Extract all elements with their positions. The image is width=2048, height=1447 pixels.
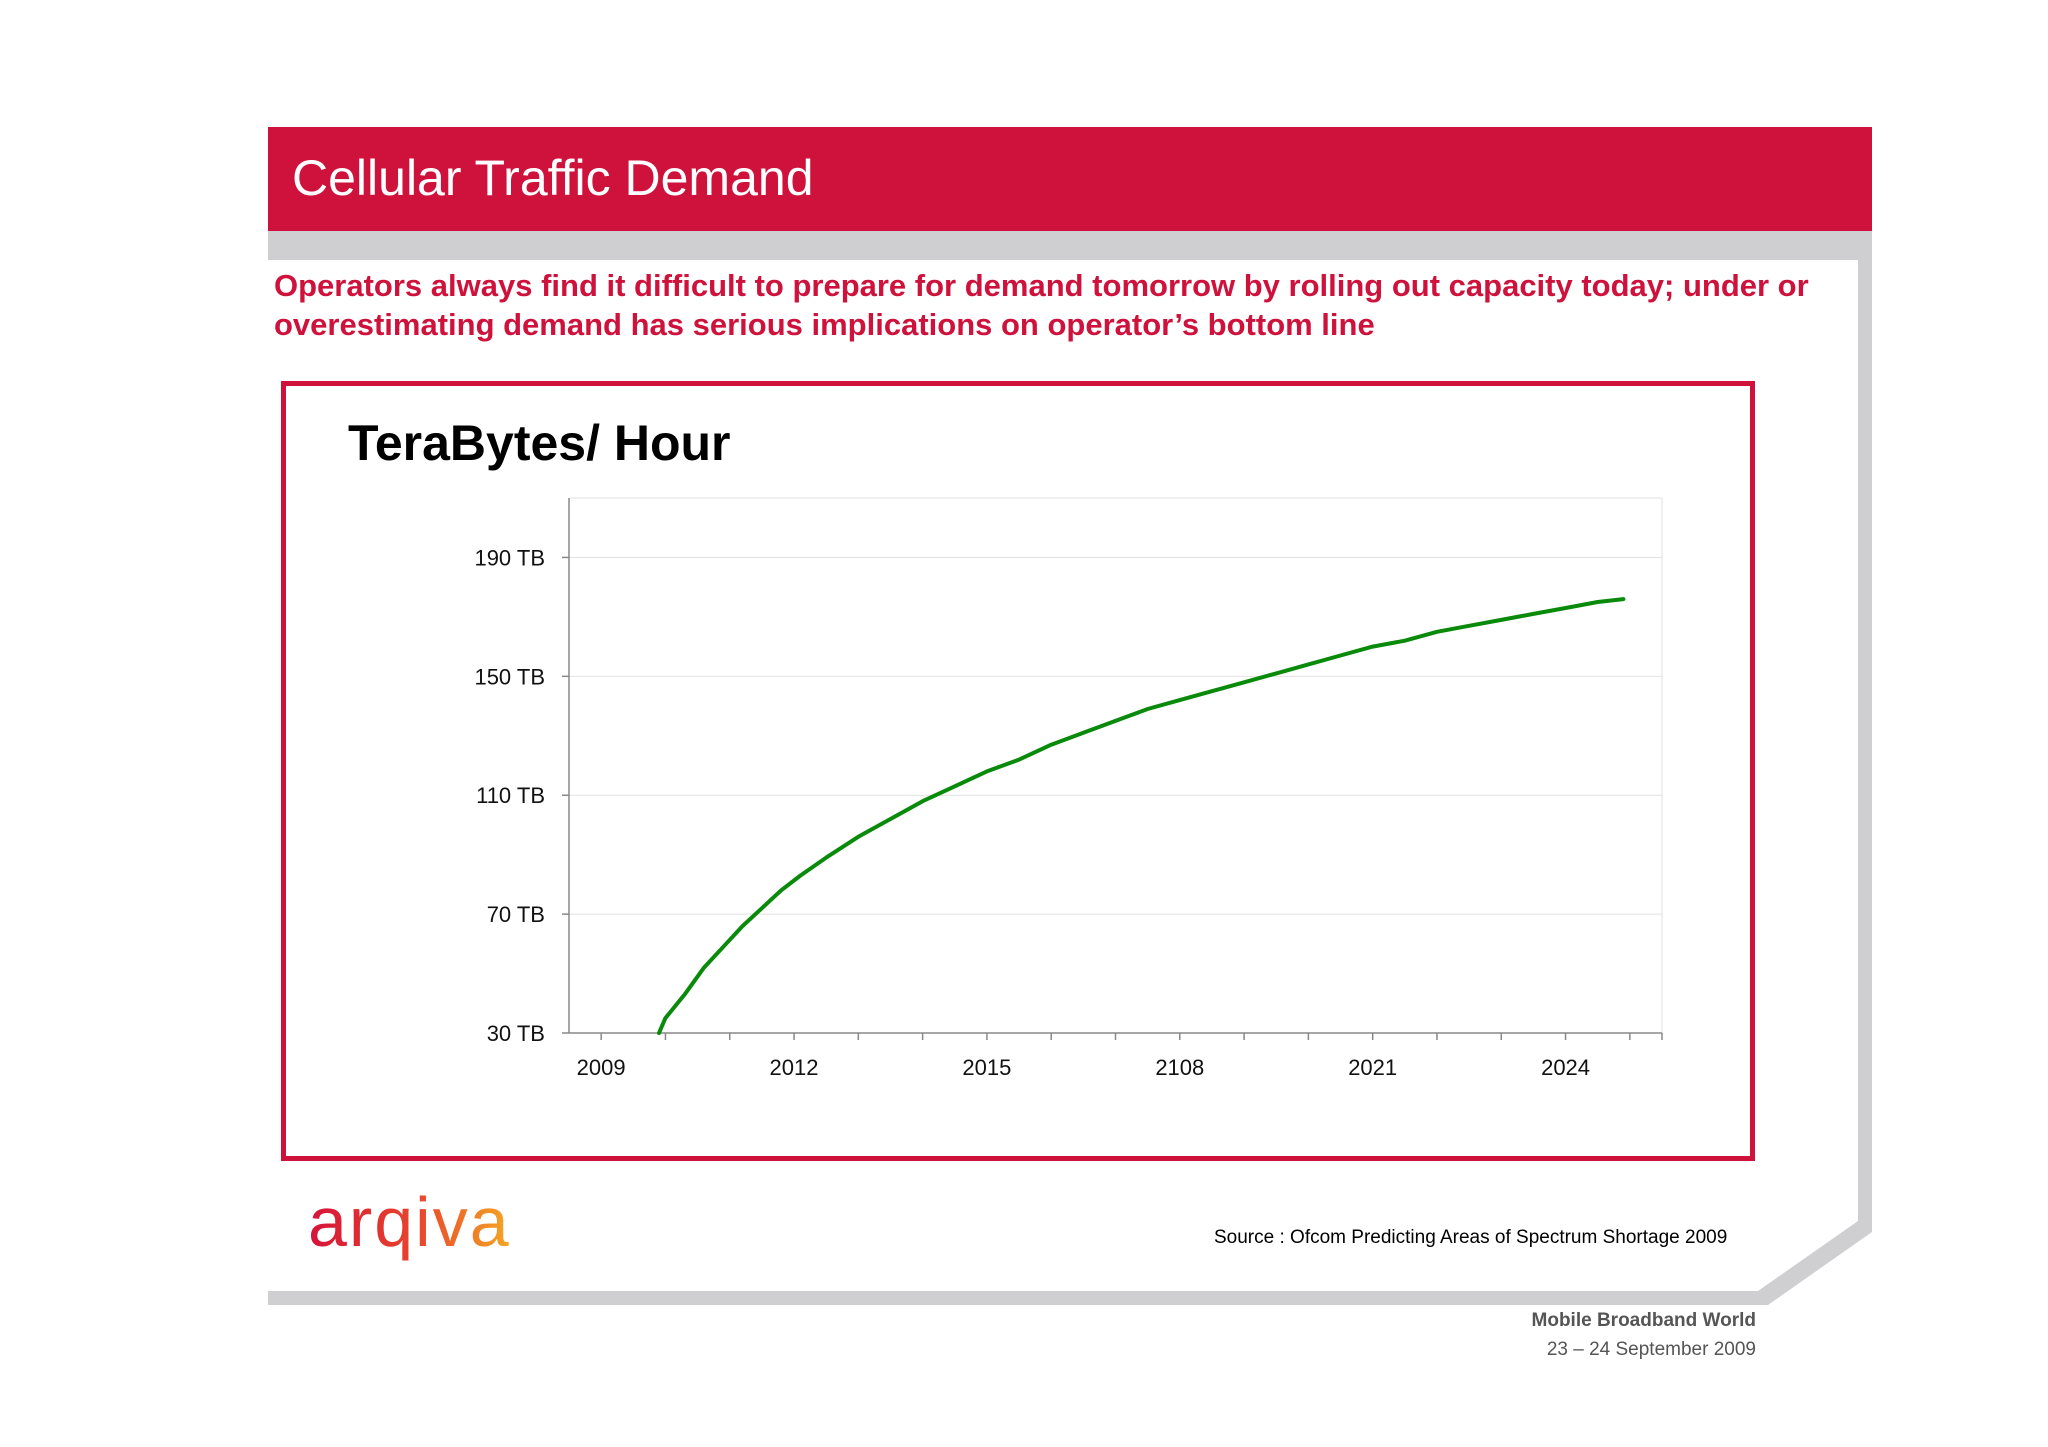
chart-title: TeraBytes/ Hour <box>348 415 731 471</box>
y-tick-label: 70 TB <box>487 902 545 927</box>
x-tick-label: 2108 <box>1155 1055 1204 1080</box>
plot-area <box>568 497 1663 1034</box>
logo-wordmark: arqiva <box>308 1188 511 1261</box>
source-note: Source : Ofcom Predicting Areas of Spect… <box>1214 1227 1728 1248</box>
y-tick-label: 110 TB <box>476 783 545 808</box>
title-bar: Cellular Traffic Demand <box>268 127 1872 231</box>
footer-event-date: 23 – 24 September 2009 <box>1546 1339 1756 1360</box>
x-tick-label: 2021 <box>1348 1055 1397 1080</box>
x-tick-label: 2009 <box>577 1055 626 1080</box>
y-tick-label: 30 TB <box>487 1021 545 1046</box>
slide-subtitle: Operators always find it difficult to pr… <box>274 268 1809 342</box>
arqiva-logo: arqiva <box>308 1188 511 1261</box>
y-tick-label: 150 TB <box>474 664 545 689</box>
series-line <box>657 597 1626 1035</box>
x-tick-label: 2012 <box>770 1055 819 1080</box>
slide-title: Cellular Traffic Demand <box>292 150 814 206</box>
y-tick-label: 190 TB <box>474 545 545 570</box>
line-chart: 30 TB 70 TB 110 TB 150 TB 190 TB 2009 2012 2015… <box>474 497 1663 1080</box>
x-tick-label: 2015 <box>962 1055 1011 1080</box>
x-tick-label: 2024 <box>1541 1055 1590 1080</box>
footer-event-title: Mobile Broadband World <box>1531 1310 1756 1331</box>
chart-container: TeraBytes/ Hour 30 TB 70 TB 110 TB 150 TB 19… <box>281 381 1755 1161</box>
